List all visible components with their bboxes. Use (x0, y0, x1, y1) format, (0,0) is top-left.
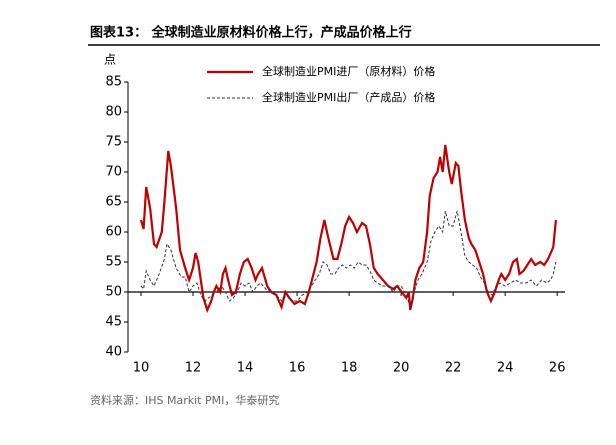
chart-title: 图表13： 全球制造业原材料价格上行，产成品价格上行 (90, 25, 412, 41)
y-tick-label: 80 (105, 105, 122, 120)
x-tick-label: 22 (445, 361, 462, 376)
x-tick-label: 18 (341, 361, 358, 376)
x-tick-label: 16 (289, 361, 306, 376)
x-tick-label: 26 (549, 361, 566, 376)
y-tick-label: 55 (105, 255, 122, 270)
y-tick-label: 45 (105, 315, 122, 330)
x-tick-label: 24 (497, 361, 514, 376)
x-tick-label: 20 (393, 361, 410, 376)
y-tick-label: 70 (105, 165, 122, 180)
x-tick-label: 12 (185, 361, 202, 376)
x-tick-label: 10 (133, 361, 150, 376)
legend-label: 全球制造业PMI出厂（产成品）价格 (262, 90, 435, 104)
y-tick-label: 50 (105, 285, 122, 300)
y-tick-label: 75 (105, 135, 122, 150)
y-tick-label: 65 (105, 195, 122, 210)
y-tick-label: 85 (105, 75, 122, 90)
x-tick-label: 14 (237, 361, 254, 376)
series-line (139, 144, 557, 314)
source: 资料来源：IHS Markit PMI，华泰研究 (90, 393, 279, 407)
y-tick-label: 40 (105, 345, 122, 360)
legend-label: 全球制造业PMI进厂（原材料）价格 (262, 64, 435, 78)
y-tick-label: 60 (105, 225, 122, 240)
y-axis-label: 点 (104, 53, 116, 67)
